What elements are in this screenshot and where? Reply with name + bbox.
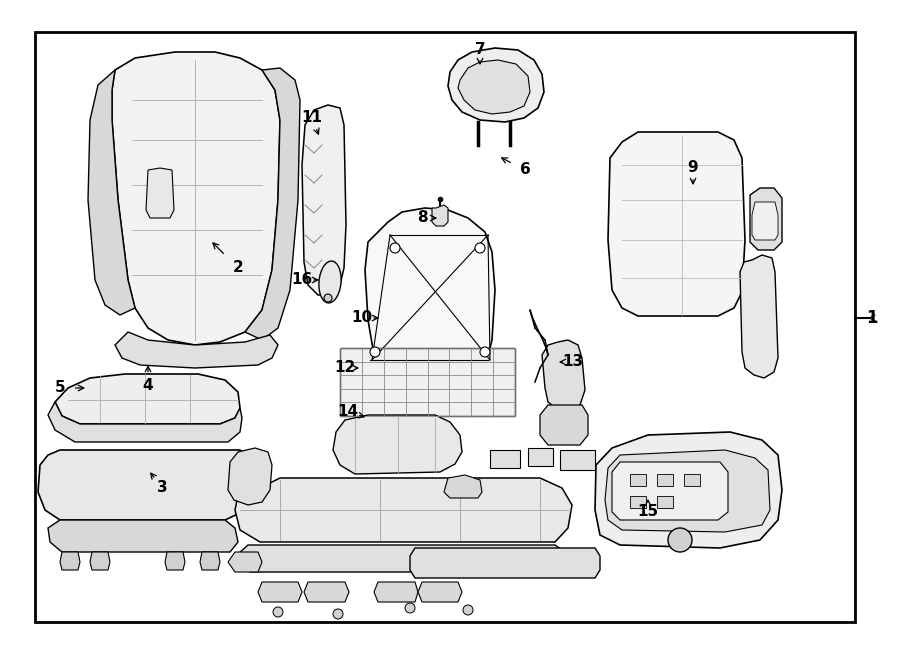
- Circle shape: [370, 347, 380, 357]
- Polygon shape: [60, 552, 80, 570]
- Bar: [560, 450, 595, 470]
- Text: 9: 9: [688, 161, 698, 176]
- Text: 12: 12: [335, 360, 356, 375]
- Text: 7: 7: [474, 42, 485, 58]
- Text: 14: 14: [338, 405, 358, 420]
- Polygon shape: [55, 374, 240, 424]
- Polygon shape: [200, 552, 220, 570]
- Polygon shape: [112, 52, 280, 345]
- Text: 4: 4: [143, 377, 153, 393]
- Bar: [630, 496, 646, 508]
- Polygon shape: [88, 70, 135, 315]
- Text: 15: 15: [637, 504, 659, 520]
- Polygon shape: [333, 415, 462, 474]
- Polygon shape: [542, 340, 585, 412]
- Polygon shape: [115, 332, 278, 368]
- Ellipse shape: [319, 261, 341, 303]
- Bar: [657, 496, 673, 508]
- Circle shape: [333, 609, 343, 619]
- Polygon shape: [165, 552, 185, 570]
- Polygon shape: [444, 475, 482, 498]
- Polygon shape: [48, 402, 242, 442]
- Polygon shape: [448, 48, 544, 122]
- Text: 3: 3: [157, 479, 167, 494]
- Polygon shape: [374, 582, 418, 602]
- Polygon shape: [750, 188, 782, 250]
- Text: 5: 5: [55, 381, 66, 395]
- Text: 16: 16: [292, 272, 312, 288]
- Polygon shape: [605, 450, 770, 532]
- Text: 6: 6: [519, 163, 530, 178]
- Polygon shape: [595, 432, 782, 548]
- Text: 1: 1: [866, 309, 878, 327]
- Polygon shape: [235, 478, 572, 542]
- Polygon shape: [340, 348, 515, 416]
- Text: 8: 8: [417, 210, 428, 225]
- Polygon shape: [752, 202, 778, 240]
- Polygon shape: [146, 168, 174, 218]
- Polygon shape: [540, 405, 588, 445]
- Circle shape: [405, 603, 415, 613]
- Text: 13: 13: [562, 354, 583, 369]
- Polygon shape: [740, 255, 778, 378]
- Circle shape: [480, 347, 490, 357]
- Bar: [490, 450, 520, 468]
- Polygon shape: [38, 450, 252, 520]
- Circle shape: [668, 528, 692, 552]
- Polygon shape: [228, 552, 262, 572]
- Polygon shape: [245, 68, 300, 340]
- Polygon shape: [432, 205, 448, 226]
- Polygon shape: [304, 582, 349, 602]
- Circle shape: [273, 607, 283, 617]
- Polygon shape: [90, 552, 110, 570]
- Polygon shape: [258, 582, 302, 602]
- Polygon shape: [48, 520, 238, 552]
- Polygon shape: [410, 548, 600, 578]
- Polygon shape: [418, 582, 462, 602]
- Polygon shape: [238, 545, 568, 572]
- Bar: [528, 448, 553, 466]
- Circle shape: [463, 605, 473, 615]
- Bar: [630, 474, 646, 486]
- Bar: [35, 32, 855, 622]
- Polygon shape: [365, 208, 495, 390]
- Circle shape: [324, 294, 332, 302]
- Polygon shape: [228, 448, 272, 505]
- Bar: [657, 474, 673, 486]
- Text: 11: 11: [302, 110, 322, 126]
- Text: 10: 10: [351, 311, 373, 325]
- Polygon shape: [458, 60, 530, 114]
- Bar: [684, 474, 700, 486]
- Circle shape: [390, 243, 400, 253]
- Circle shape: [475, 243, 485, 253]
- Text: 2: 2: [232, 260, 243, 276]
- Polygon shape: [612, 462, 728, 520]
- Polygon shape: [608, 132, 745, 316]
- Polygon shape: [302, 105, 346, 295]
